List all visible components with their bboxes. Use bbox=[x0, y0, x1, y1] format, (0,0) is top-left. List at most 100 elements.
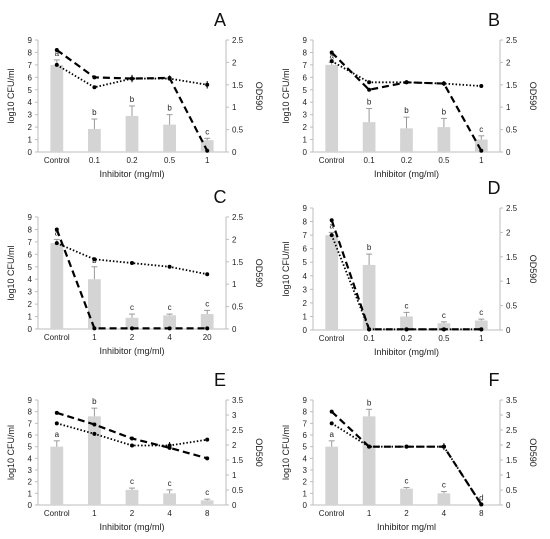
dotted-series-point bbox=[479, 84, 484, 89]
dotted-series-point bbox=[329, 59, 334, 64]
dashed-series-point bbox=[167, 445, 172, 450]
dotted-series-point bbox=[205, 437, 210, 442]
y2-tick-label: 0 bbox=[506, 148, 511, 157]
x-tick-label: 0.2 bbox=[401, 334, 413, 343]
y2-tick-label: 0.5 bbox=[506, 486, 518, 495]
y-tick-label: 6 bbox=[28, 250, 33, 259]
bar bbox=[88, 128, 101, 152]
bar bbox=[400, 488, 413, 505]
y-tick-label: 0 bbox=[28, 501, 33, 510]
bar-letter: b bbox=[367, 97, 372, 106]
dotted-series-point bbox=[92, 257, 97, 262]
dotted-series-line bbox=[331, 60, 482, 87]
bar-letter: b bbox=[92, 108, 97, 117]
bar bbox=[200, 314, 214, 329]
bar-letter: a bbox=[55, 49, 60, 58]
chart-panel-d: 0 1 2 3 4 5 6 7 8 9 0 0.5 1 1.5 2 2.5 a b c c c Control 0.1 0.2… bbox=[281, 178, 538, 357]
y-tick-label: 5 bbox=[303, 86, 308, 95]
y2-tick-label: 1 bbox=[232, 471, 237, 480]
y2-axis-title: OD590 bbox=[528, 255, 538, 284]
bar bbox=[163, 493, 176, 505]
x-tick-label: 1 bbox=[479, 156, 484, 165]
x-tick-label: 1 bbox=[92, 509, 97, 518]
x-tick-label: 1 bbox=[367, 509, 372, 518]
y-tick-label: 7 bbox=[303, 231, 308, 240]
bar-letter: c bbox=[405, 477, 409, 486]
bar bbox=[362, 264, 376, 330]
bar-letter: a bbox=[329, 221, 334, 230]
y-tick-label: 0 bbox=[28, 325, 33, 334]
y2-axis-title: OD590 bbox=[254, 82, 264, 111]
x-tick-label: 0.1 bbox=[364, 334, 376, 343]
y-tick-label: 3 bbox=[28, 466, 33, 475]
bar-letter: b bbox=[404, 106, 409, 115]
chart-panel-a: 0 1 2 3 4 5 6 7 8 9 0 0.5 1 1.5 2 2.5 a b b b c Control 0.1 0.2… bbox=[6, 10, 264, 179]
bar-letter: c bbox=[168, 479, 172, 488]
dotted-series-point bbox=[367, 80, 372, 85]
dashed-series-point bbox=[404, 327, 409, 332]
panel-letter: D bbox=[488, 178, 501, 198]
y-tick-label: 6 bbox=[28, 431, 33, 440]
dashed-series-line bbox=[56, 49, 209, 152]
y2-tick-label: 2.5 bbox=[506, 426, 518, 435]
x-tick-label: 8 bbox=[205, 509, 210, 518]
bar bbox=[50, 64, 64, 152]
dotted-series-point bbox=[92, 431, 97, 436]
panel-letter: F bbox=[489, 370, 500, 390]
y2-axis-title: OD590 bbox=[254, 259, 264, 288]
bar-letter: c bbox=[205, 488, 209, 497]
dashed-series-point bbox=[329, 218, 334, 223]
bar-letter: c bbox=[205, 299, 209, 308]
y-tick-label: 9 bbox=[303, 396, 308, 405]
y-axis-title: log10 CFU/ml bbox=[281, 425, 291, 480]
y-tick-label: 9 bbox=[303, 204, 308, 213]
y2-tick-label: 0 bbox=[232, 148, 237, 157]
y2-axis-title: OD590 bbox=[528, 438, 538, 467]
bar-letter: b bbox=[167, 104, 172, 113]
y2-tick-label: 0.5 bbox=[506, 302, 518, 311]
y-axis-title: log10 CFU/ml bbox=[6, 245, 16, 300]
y2-tick-label: 1.5 bbox=[506, 253, 518, 262]
y-tick-label: 8 bbox=[28, 225, 33, 234]
y-tick-label: 2 bbox=[303, 299, 308, 308]
y-tick-label: 6 bbox=[303, 245, 308, 254]
y-tick-label: 3 bbox=[303, 466, 308, 475]
dashed-series-point bbox=[92, 326, 97, 331]
bar-letter: c bbox=[442, 481, 446, 490]
y-tick-label: 5 bbox=[28, 86, 33, 95]
panel-letter: B bbox=[488, 10, 500, 30]
y2-tick-label: 1 bbox=[232, 280, 237, 289]
bar bbox=[400, 316, 413, 330]
bar bbox=[400, 128, 413, 152]
bar bbox=[362, 416, 376, 505]
y2-tick-label: 2 bbox=[506, 441, 511, 450]
y-tick-label: 9 bbox=[303, 36, 308, 45]
bar bbox=[437, 127, 451, 152]
bar bbox=[88, 279, 101, 329]
dashed-series-point bbox=[54, 47, 59, 52]
bar-letter: c bbox=[442, 311, 446, 320]
y2-tick-label: 0.5 bbox=[506, 126, 518, 135]
y2-tick-label: 3 bbox=[232, 411, 237, 420]
y-tick-label: 6 bbox=[303, 73, 308, 82]
y2-tick-label: 1 bbox=[506, 103, 511, 112]
dotted-series-point bbox=[54, 241, 59, 246]
y-tick-label: 9 bbox=[28, 36, 33, 45]
dashed-series-point bbox=[404, 444, 409, 449]
y-tick-label: 2 bbox=[303, 123, 308, 132]
x-axis-title: Inhibitor (mg/ml) bbox=[99, 522, 164, 532]
dotted-series-point bbox=[54, 421, 59, 426]
y2-tick-label: 0.5 bbox=[232, 303, 244, 312]
chart-panel-e: 0 1 2 3 4 5 6 7 8 9 0 0.5 1 1.5 2 2.5 3 3.5 a b c c c Control 1 2… bbox=[6, 370, 264, 532]
y2-tick-label: 2 bbox=[506, 228, 511, 237]
dotted-series-point bbox=[130, 261, 134, 266]
bar-letter: c bbox=[405, 301, 409, 310]
y2-tick-label: 0 bbox=[232, 501, 237, 510]
bar-letter: c bbox=[479, 125, 483, 134]
x-tick-label: Control bbox=[319, 156, 345, 165]
y2-tick-label: 2.5 bbox=[232, 36, 244, 45]
y2-tick-label: 1.5 bbox=[232, 258, 244, 267]
chart-panel-c: 012345678900.511.522.5abcccControl12420I… bbox=[6, 187, 264, 356]
y2-tick-label: 1 bbox=[506, 277, 511, 286]
